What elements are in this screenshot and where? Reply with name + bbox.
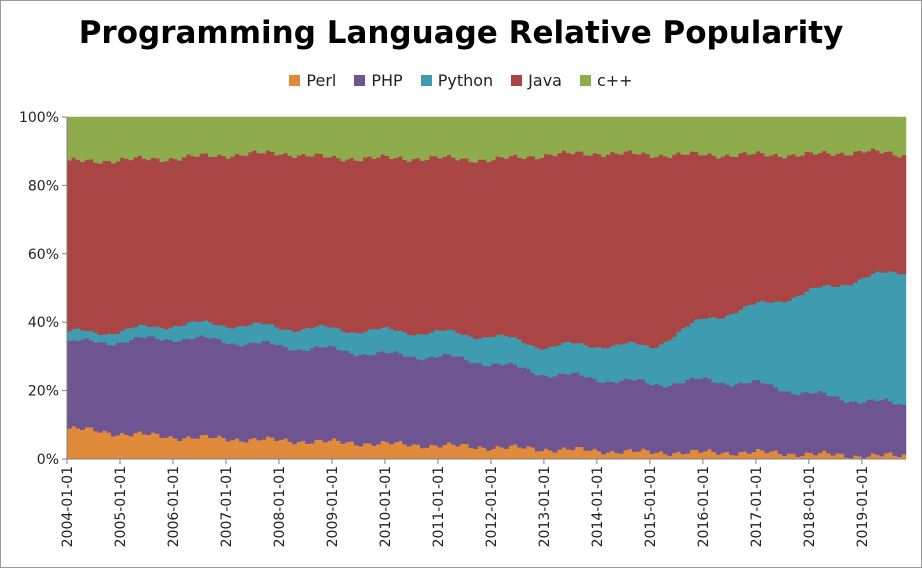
x-tick-label: 2019-01-01 xyxy=(855,466,871,547)
legend-swatch-php xyxy=(354,75,366,86)
x-tick-label: 2011-01-01 xyxy=(431,466,447,547)
x-tick-label: 2009-01-01 xyxy=(325,466,341,547)
y-tick-label: 0% xyxy=(37,452,59,468)
x-tick-label: 2008-01-01 xyxy=(272,466,288,547)
x-tick-label: 2005-01-01 xyxy=(113,466,129,547)
x-tick-label: 2017-01-01 xyxy=(749,466,765,547)
legend-item-perl: Perl xyxy=(289,71,336,90)
legend-item-java: Java xyxy=(511,71,562,90)
legend-swatch-cpp xyxy=(579,75,591,86)
y-tick-label: 40% xyxy=(28,315,59,331)
legend-label-java: Java xyxy=(528,71,562,90)
legend-item-cpp: c++ xyxy=(579,71,633,90)
legend-label-php: PHP xyxy=(371,71,403,90)
legend: Perl PHP Python Java c++ xyxy=(1,71,921,90)
legend-swatch-python xyxy=(420,75,432,86)
x-tick-label: 2010-01-01 xyxy=(378,466,394,547)
y-tick-label: 60% xyxy=(28,247,59,263)
x-tick-label: 2007-01-01 xyxy=(219,466,235,547)
area-series-cpp xyxy=(66,116,907,164)
legend-swatch-java xyxy=(511,75,523,86)
x-tick-label: 2018-01-01 xyxy=(802,466,818,547)
legend-item-python: Python xyxy=(420,71,494,90)
x-tick-label: 2004-01-01 xyxy=(60,466,76,547)
x-tick-label: 2014-01-01 xyxy=(590,466,606,547)
x-tick-label: 2015-01-01 xyxy=(643,466,659,547)
x-tick-label: 2016-01-01 xyxy=(696,466,712,547)
x-tick-label: 2012-01-01 xyxy=(484,466,500,547)
y-tick-label: 100% xyxy=(19,110,59,126)
legend-item-php: PHP xyxy=(354,71,403,90)
x-tick-label: 2006-01-01 xyxy=(166,466,182,547)
x-tick-label: 2013-01-01 xyxy=(537,466,553,547)
y-tick-label: 20% xyxy=(28,384,59,400)
legend-label-perl: Perl xyxy=(306,71,337,90)
y-tick-label: 80% xyxy=(28,178,59,194)
chart-title: Programming Language Relative Popularity xyxy=(78,15,844,51)
legend-label-python: Python xyxy=(437,71,494,90)
legend-label-cpp: c++ xyxy=(596,71,633,90)
legend-swatch-perl xyxy=(289,75,301,86)
